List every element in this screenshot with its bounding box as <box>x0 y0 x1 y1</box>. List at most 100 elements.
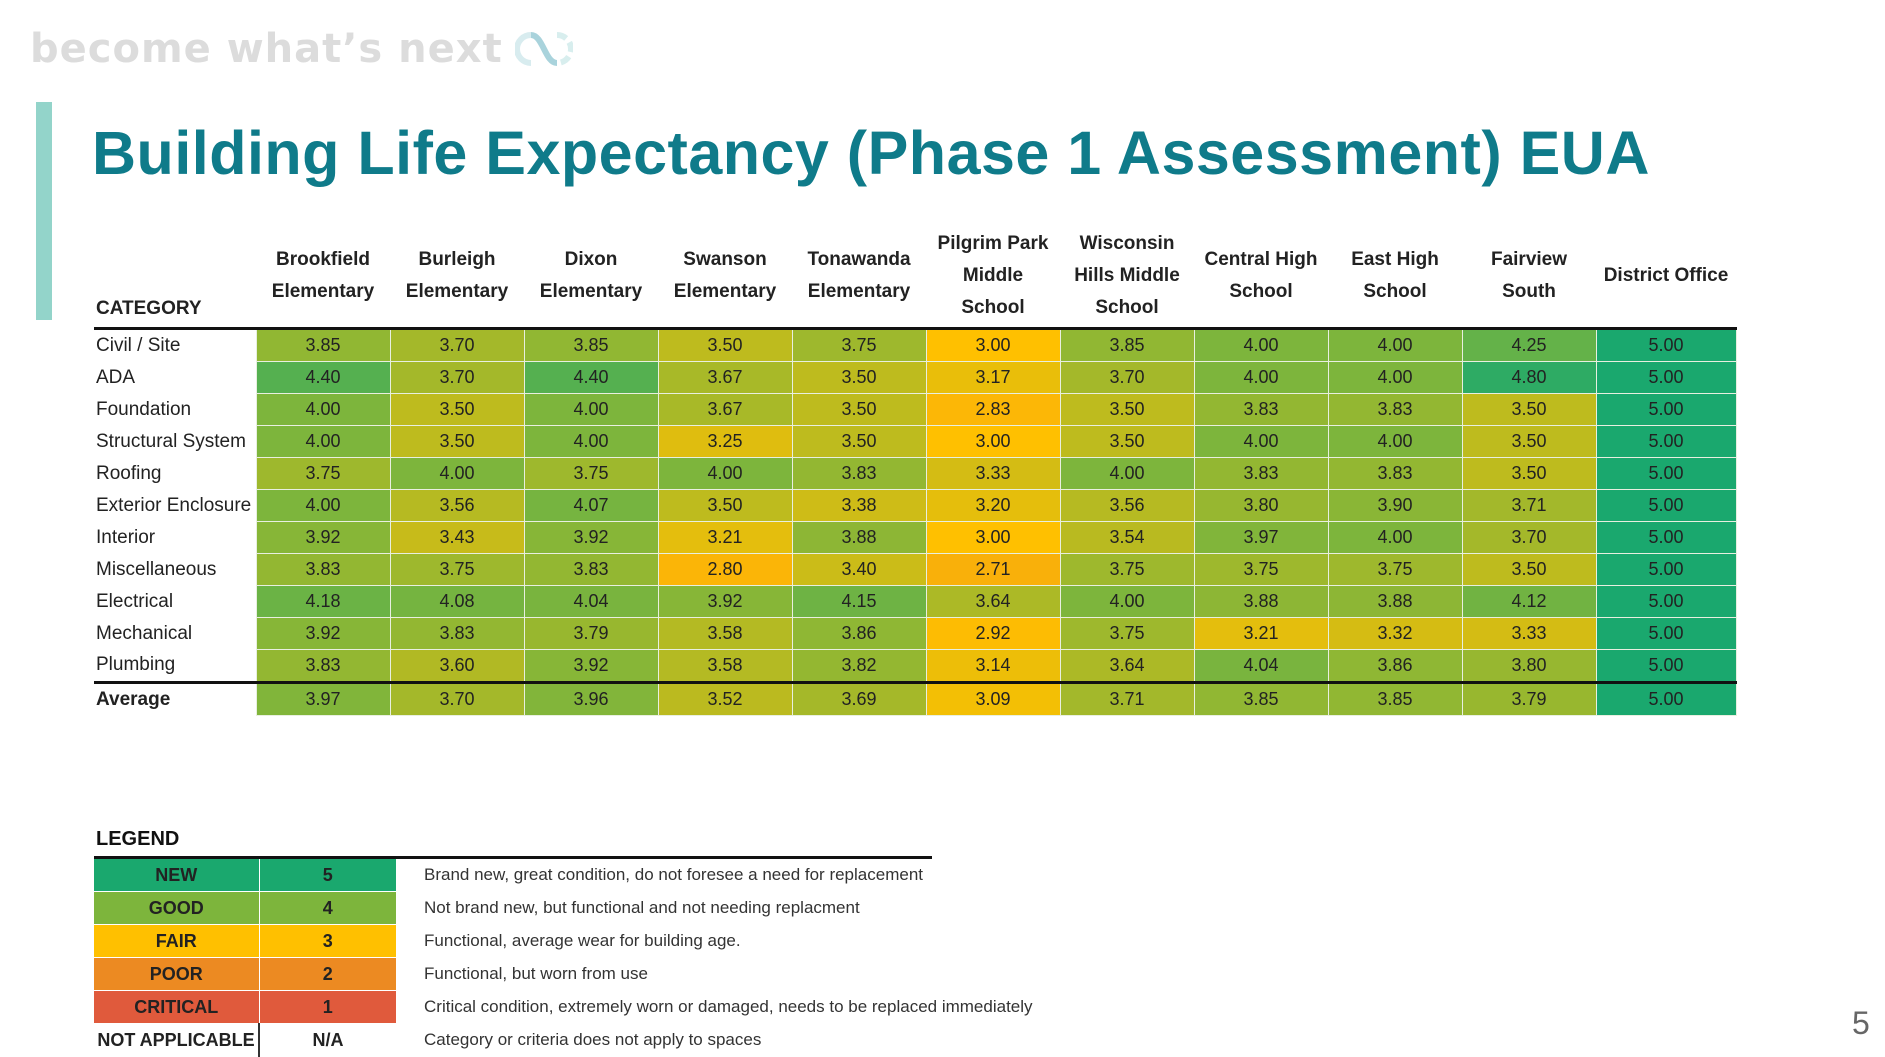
table-row: Plumbing 3.83 3.60 3.92 3.58 3.82 3.14 3.64 4.04… <box>94 649 1737 683</box>
column-header: Dixon Elementary <box>524 225 658 330</box>
column-header: Fairview South <box>1462 225 1596 330</box>
score-cell: 3.83 <box>255 553 391 586</box>
score-cell: 3.67 <box>657 393 793 426</box>
column-header: Brookfield Elementary <box>256 225 390 330</box>
score-cell: 5.00 <box>1595 681 1737 716</box>
row-category: Structural System <box>94 425 256 458</box>
score-cell: 3.43 <box>389 521 525 554</box>
score-cell: 3.58 <box>657 649 793 683</box>
column-header: Swanson Elementary <box>658 225 792 330</box>
table-row: Mechanical 3.92 3.83 3.79 3.58 3.86 2.92 3.75 3.… <box>94 617 1737 650</box>
score-cell: 3.79 <box>523 617 659 650</box>
row-category: Electrical <box>94 585 256 618</box>
score-cell: 3.83 <box>255 649 391 683</box>
row-category: ADA <box>94 361 256 394</box>
score-cell: 3.85 <box>1059 328 1195 362</box>
score-cell: 3.75 <box>1059 617 1195 650</box>
score-cell: 3.64 <box>1059 649 1195 683</box>
score-cell: 2.83 <box>925 393 1061 426</box>
score-cell: 3.50 <box>1059 425 1195 458</box>
score-cell: 3.69 <box>791 681 927 716</box>
score-cell: 5.00 <box>1595 393 1737 426</box>
score-cell: 3.88 <box>791 521 927 554</box>
row-category: Plumbing <box>94 649 256 683</box>
table-row: Interior 3.92 3.43 3.92 3.21 3.88 3.00 3.54 3.97… <box>94 521 1737 554</box>
score-cell: 3.50 <box>1461 457 1597 490</box>
score-cell: 3.54 <box>1059 521 1195 554</box>
score-cell: 5.00 <box>1595 585 1737 618</box>
column-header: Wisconsin Hills Middle School <box>1060 225 1194 330</box>
score-cell: 4.40 <box>255 361 391 394</box>
legend-score: N/A <box>259 1023 396 1057</box>
column-header-line: South <box>1502 281 1556 302</box>
score-cell: 4.25 <box>1461 328 1597 362</box>
score-cell: 4.00 <box>657 457 793 490</box>
row-category: Average <box>94 681 256 716</box>
brand-tagline: become what’s next <box>30 26 503 72</box>
legend-level: CRITICAL <box>94 990 260 1024</box>
score-cell: 2.71 <box>925 553 1061 586</box>
legend-level: GOOD <box>94 891 260 925</box>
score-cell: 4.00 <box>523 425 659 458</box>
legend-description: Category or criteria does not apply to s… <box>396 1023 1033 1057</box>
legend-description: Functional, but worn from use <box>396 957 1033 991</box>
score-cell: 3.75 <box>1193 553 1329 586</box>
score-cell: 3.60 <box>389 649 525 683</box>
score-cell: 3.67 <box>657 361 793 394</box>
score-cell: 3.32 <box>1327 617 1463 650</box>
score-cell: 3.80 <box>1461 649 1597 683</box>
infinity-loop-icon <box>514 32 573 66</box>
score-cell: 3.85 <box>255 328 391 362</box>
score-cell: 3.50 <box>657 328 793 362</box>
score-cell: 3.92 <box>255 521 391 554</box>
score-cell: 4.00 <box>255 393 391 426</box>
score-cell: 3.80 <box>1193 489 1329 522</box>
legend-row: POOR 2 Functional, but worn from use <box>94 957 1033 991</box>
score-cell: 4.40 <box>523 361 659 394</box>
score-cell: 3.83 <box>1193 457 1329 490</box>
column-header: Central High School <box>1194 225 1328 330</box>
score-cell: 5.00 <box>1595 361 1737 394</box>
column-header-line: Pilgrim Park <box>937 233 1049 254</box>
column-header-line: District Office <box>1603 265 1729 286</box>
table-row: Structural System 4.00 3.50 4.00 3.25 3.50 3.0… <box>94 425 1737 458</box>
column-header-line: East High <box>1351 249 1439 270</box>
brand-header: become what’s next <box>30 26 573 72</box>
score-cell: 3.90 <box>1327 489 1463 522</box>
score-cell: 3.82 <box>791 649 927 683</box>
table-row: Electrical 4.18 4.08 4.04 3.92 4.15 3.64 4.00 3.… <box>94 585 1737 618</box>
score-cell: 4.08 <box>389 585 525 618</box>
legend-score: 4 <box>259 891 396 925</box>
column-header-line: Elementary <box>807 281 911 302</box>
column-header-line: School <box>1363 281 1427 302</box>
score-cell: 3.58 <box>657 617 793 650</box>
row-category: Interior <box>94 521 256 554</box>
score-cell: 3.50 <box>791 361 927 394</box>
score-cell: 4.00 <box>1327 361 1463 394</box>
legend-row: CRITICAL 1 Critical condition, extremely w… <box>94 990 1033 1024</box>
row-category: Roofing <box>94 457 256 490</box>
score-cell: 3.92 <box>255 617 391 650</box>
column-header-line: Elementary <box>673 281 777 302</box>
average-row: Average 3.97 3.70 3.96 3.52 3.69 3.09 3.71 3.85 3… <box>94 681 1737 716</box>
score-cell: 2.92 <box>925 617 1061 650</box>
score-cell: 3.75 <box>523 457 659 490</box>
score-cell: 3.25 <box>657 425 793 458</box>
legend-row: FAIR 3 Functional, average wear for buildi… <box>94 924 1033 958</box>
score-cell: 4.00 <box>255 425 391 458</box>
score-cell: 4.00 <box>1193 361 1329 394</box>
score-cell: 4.00 <box>1327 328 1463 362</box>
legend-score: 2 <box>259 957 396 991</box>
column-header: Pilgrim Park Middle School <box>926 225 1060 330</box>
score-cell: 3.33 <box>925 457 1061 490</box>
score-cell: 4.15 <box>791 585 927 618</box>
score-cell: 4.12 <box>1461 585 1597 618</box>
table-row: Miscellaneous 3.83 3.75 3.83 2.80 3.40 2.71 3.7… <box>94 553 1737 586</box>
score-cell: 3.50 <box>791 425 927 458</box>
score-cell: 3.83 <box>1327 457 1463 490</box>
score-cell: 3.70 <box>1059 361 1195 394</box>
score-cell: 3.92 <box>523 649 659 683</box>
row-category: Miscellaneous <box>94 553 256 586</box>
score-cell: 3.70 <box>389 328 525 362</box>
score-cell: 3.85 <box>1327 681 1463 716</box>
